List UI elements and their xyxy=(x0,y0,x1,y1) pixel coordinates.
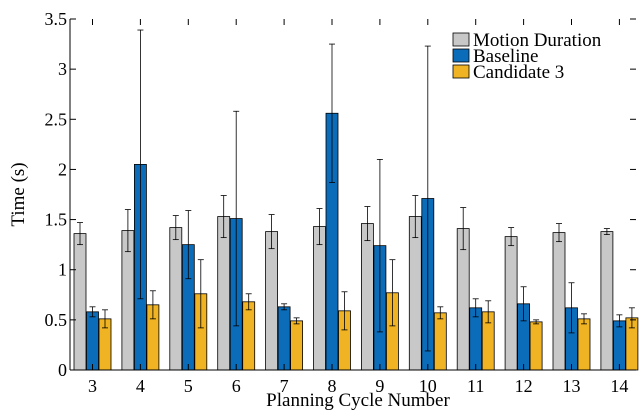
bar-candidate-3-6 xyxy=(242,301,256,371)
legend-label: Motion Duration xyxy=(473,30,602,51)
y-tick-label: 3.5 xyxy=(45,9,68,29)
x-axis-label: Planning Cycle Number xyxy=(266,390,450,411)
x-tick-label: 8 xyxy=(328,376,337,396)
y-tick-label: 2.5 xyxy=(45,109,68,129)
axes-layer: 0 0.5 1 1.5 2 2.5 3 3.5 3 4 5 6 7 8 9 10 11 12 13 14 xyxy=(45,9,636,396)
bar-motion-duration-14 xyxy=(600,231,614,371)
x-tick-label: 7 xyxy=(280,376,289,396)
bar-motion-duration-7 xyxy=(265,231,279,371)
legend-swatch xyxy=(452,48,470,63)
legend-label: Baseline xyxy=(473,46,538,67)
bar-motion-duration-5 xyxy=(169,227,183,371)
bar-candidate-3-12 xyxy=(529,321,543,371)
legend-swatch xyxy=(452,64,470,79)
x-tick-label: 6 xyxy=(232,376,241,396)
x-tick-label: 9 xyxy=(375,376,384,396)
bar-baseline-3 xyxy=(86,311,99,371)
bars-layer xyxy=(73,112,639,371)
x-tick-label: 4 xyxy=(136,376,145,396)
y-tick-label: 0 xyxy=(58,360,67,380)
x-tick-label: 13 xyxy=(563,376,581,396)
x-tick-label: 10 xyxy=(419,376,437,396)
bar-candidate-3-10 xyxy=(433,312,447,371)
legend-swatch xyxy=(452,32,470,47)
y-tick-label: 3 xyxy=(58,59,67,79)
x-tick-label: 14 xyxy=(610,376,628,396)
x-tick-label: 3 xyxy=(88,376,97,396)
y-tick-label: 0.5 xyxy=(45,310,68,330)
bar-motion-duration-6 xyxy=(217,216,231,371)
y-tick-label: 2 xyxy=(58,159,67,179)
x-tick-label: 11 xyxy=(467,376,484,396)
bar-motion-duration-3 xyxy=(73,233,87,371)
bar-motion-duration-8 xyxy=(313,226,326,371)
bar-baseline-7 xyxy=(277,306,291,371)
x-tick-label: 12 xyxy=(515,376,533,396)
bar-motion-duration-13 xyxy=(552,232,566,371)
bar-motion-duration-9 xyxy=(360,223,374,371)
bar-candidate-3-13 xyxy=(577,318,591,371)
bar-motion-duration-12 xyxy=(504,236,518,371)
y-axis-label: Time (s) xyxy=(8,162,29,226)
bar-motion-duration-10 xyxy=(408,216,422,371)
x-tick-label: 5 xyxy=(184,376,193,396)
y-tick-label: 1.5 xyxy=(45,210,68,230)
bar-candidate-3-7 xyxy=(290,320,304,371)
legend-label: Candidate 3 xyxy=(473,62,564,83)
bar-baseline-14 xyxy=(613,320,626,371)
error-bars-layer xyxy=(77,29,635,352)
y-tick-label: 1 xyxy=(58,260,67,280)
